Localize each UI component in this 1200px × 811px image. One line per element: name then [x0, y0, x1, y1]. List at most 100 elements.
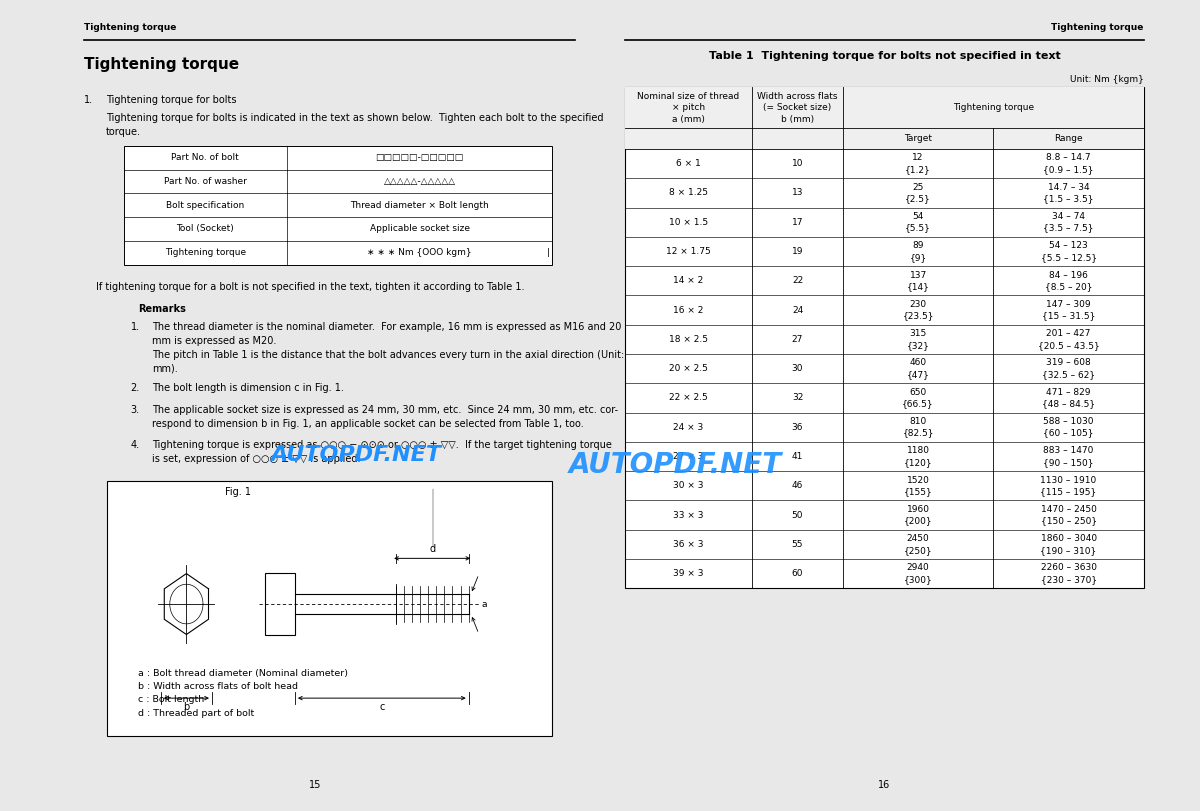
Text: 34 – 74
{3.5 – 7.5}: 34 – 74 {3.5 – 7.5}	[1043, 212, 1094, 233]
Text: Part No. of bolt: Part No. of bolt	[172, 153, 239, 162]
Text: 16: 16	[878, 780, 890, 791]
Text: 14 × 2: 14 × 2	[673, 277, 703, 285]
Text: Tightening torque for bolts is indicated in the text as shown below.  Tighten ea: Tightening torque for bolts is indicated…	[106, 113, 604, 136]
Text: Tool (Socket): Tool (Socket)	[176, 225, 234, 234]
Text: Width across flats
(= Socket size)
b (mm): Width across flats (= Socket size) b (mm…	[757, 92, 838, 124]
Text: Applicable socket size: Applicable socket size	[370, 225, 469, 234]
Text: 2940
{300}: 2940 {300}	[904, 564, 932, 584]
Text: 46: 46	[792, 482, 803, 491]
Text: Table 1  Tightening torque for bolts not specified in text: Table 1 Tightening torque for bolts not …	[708, 51, 1061, 61]
Text: 54
{5.5}: 54 {5.5}	[905, 212, 931, 233]
Text: 2260 – 3630
{230 – 370}: 2260 – 3630 {230 – 370}	[1040, 564, 1097, 584]
Text: Nominal size of thread
× pitch
a (mm): Nominal size of thread × pitch a (mm)	[637, 92, 739, 124]
Text: Tightening torque: Tightening torque	[164, 248, 246, 257]
Text: 1520
{155}: 1520 {155}	[904, 475, 932, 496]
Bar	[107, 481, 552, 736]
Bar	[264, 573, 295, 635]
Text: The applicable socket size is expressed as 24 mm, 30 mm, etc.  Since 24 mm, 30 m: The applicable socket size is expressed …	[152, 405, 618, 429]
Text: 319 – 608
{32.5 – 62}: 319 – 608 {32.5 – 62}	[1042, 358, 1096, 379]
Text: 30: 30	[792, 364, 803, 373]
Text: |: |	[547, 248, 550, 257]
Text: 883 – 1470
{90 – 150}: 883 – 1470 {90 – 150}	[1043, 446, 1094, 467]
Text: 22: 22	[792, 277, 803, 285]
Text: 315
{32}: 315 {32}	[907, 329, 930, 350]
Text: b: b	[184, 702, 190, 712]
Text: 2.: 2.	[131, 384, 140, 393]
Text: 8.8 – 14.7
{0.9 – 1.5}: 8.8 – 14.7 {0.9 – 1.5}	[1043, 153, 1094, 174]
Text: □□□□□-□□□□□: □□□□□-□□□□□	[376, 153, 463, 162]
Text: 41: 41	[792, 452, 803, 461]
Text: 27: 27	[792, 335, 803, 344]
Bar	[625, 88, 1144, 588]
Text: If tightening torque for a bolt is not specified in the text, tighten it accordi: If tightening torque for a bolt is not s…	[96, 282, 524, 292]
Text: 1.: 1.	[84, 95, 94, 105]
Text: 50: 50	[792, 511, 803, 520]
Text: 30 × 3: 30 × 3	[673, 482, 703, 491]
Text: 2450
{250}: 2450 {250}	[904, 534, 932, 555]
Text: 22 × 2.5: 22 × 2.5	[670, 393, 708, 402]
Text: Bolt specification: Bolt specification	[166, 201, 245, 210]
Text: The thread diameter is the nominal diameter.  For example, 16 mm is expressed as: The thread diameter is the nominal diame…	[152, 322, 624, 374]
Text: 89
{9}: 89 {9}	[910, 242, 926, 262]
Text: Tightening torque: Tightening torque	[1051, 23, 1144, 32]
Text: 32: 32	[792, 393, 803, 402]
Text: 4.: 4.	[131, 440, 139, 449]
Text: c: c	[379, 702, 384, 712]
Text: AUTOPDF.NET: AUTOPDF.NET	[569, 451, 781, 478]
Text: 471 – 829
{48 – 84.5}: 471 – 829 {48 – 84.5}	[1042, 388, 1096, 408]
Text: Tightening torque is expressed as ○○○ − ⊙⊙⊙ or ○○○ ± ▽▽.  If the target tighteni: Tightening torque is expressed as ○○○ − …	[152, 440, 612, 464]
Text: Target: Target	[904, 135, 932, 144]
Text: 650
{66.5}: 650 {66.5}	[902, 388, 934, 408]
Text: The bolt length is dimension c in Fig. 1.: The bolt length is dimension c in Fig. 1…	[152, 384, 344, 393]
Text: 1860 – 3040
{190 – 310}: 1860 – 3040 {190 – 310}	[1040, 534, 1097, 555]
Bar	[124, 146, 552, 264]
Text: a : Bolt thread diameter (Nominal diameter)
b : Width across flats of bolt head
: a : Bolt thread diameter (Nominal diamet…	[138, 669, 348, 718]
Bar	[625, 128, 1144, 149]
Text: 201 – 427
{20.5 – 43.5}: 201 – 427 {20.5 – 43.5}	[1038, 329, 1099, 350]
Text: 147 – 309
{15 – 31.5}: 147 – 309 {15 – 31.5}	[1042, 300, 1096, 320]
Text: 24 × 3: 24 × 3	[673, 423, 703, 431]
Text: Part No. of washer: Part No. of washer	[164, 177, 247, 186]
Text: Unit: Nm {kgm}: Unit: Nm {kgm}	[1070, 75, 1144, 84]
Text: 10 × 1.5: 10 × 1.5	[668, 218, 708, 227]
Text: 137
{14}: 137 {14}	[907, 271, 930, 291]
Text: 84 – 196
{8.5 – 20}: 84 – 196 {8.5 – 20}	[1045, 271, 1092, 291]
Text: AUTOPDF.NET: AUTOPDF.NET	[270, 444, 442, 465]
Text: d: d	[430, 543, 436, 554]
Text: 36: 36	[792, 423, 803, 431]
Text: 60: 60	[792, 569, 803, 578]
Text: 36 × 3: 36 × 3	[673, 540, 703, 549]
Text: 16 × 2: 16 × 2	[673, 306, 703, 315]
Text: Thread diameter × Bolt length: Thread diameter × Bolt length	[350, 201, 488, 210]
Text: 33 × 3: 33 × 3	[673, 511, 703, 520]
Text: 1130 – 1910
{115 – 195}: 1130 – 1910 {115 – 195}	[1040, 475, 1097, 496]
Text: 1470 – 2450
{150 – 250}: 1470 – 2450 {150 – 250}	[1040, 505, 1097, 526]
Text: Range: Range	[1055, 135, 1082, 144]
Text: Fig. 1: Fig. 1	[226, 487, 251, 497]
Text: 6 × 1: 6 × 1	[676, 159, 701, 168]
Text: 230
{23.5}: 230 {23.5}	[902, 300, 934, 320]
Text: 15: 15	[310, 780, 322, 791]
Text: Tightening torque for bolts: Tightening torque for bolts	[106, 95, 236, 105]
Text: Tightening torque: Tightening torque	[84, 58, 240, 72]
Text: 3.: 3.	[131, 405, 139, 414]
Text: 39 × 3: 39 × 3	[673, 569, 703, 578]
Text: Tightening torque: Tightening torque	[84, 23, 176, 32]
Text: 54 – 123
{5.5 – 12.5}: 54 – 123 {5.5 – 12.5}	[1040, 242, 1097, 262]
Text: Remarks: Remarks	[138, 304, 186, 314]
Text: 55: 55	[792, 540, 803, 549]
Text: 1.: 1.	[131, 322, 139, 332]
Text: 24: 24	[792, 306, 803, 315]
Text: 810
{82.5}: 810 {82.5}	[902, 417, 934, 437]
Text: 1960
{200}: 1960 {200}	[904, 505, 932, 526]
Text: 19: 19	[792, 247, 803, 256]
Text: 14.7 – 34
{1.5 – 3.5}: 14.7 – 34 {1.5 – 3.5}	[1043, 182, 1094, 204]
Text: 20 × 2.5: 20 × 2.5	[670, 364, 708, 373]
Bar	[625, 88, 1144, 128]
Text: a: a	[481, 599, 486, 608]
Text: 25
{2.5}: 25 {2.5}	[905, 182, 931, 204]
Text: 460
{47}: 460 {47}	[907, 358, 930, 379]
Text: 13: 13	[792, 188, 803, 197]
Text: 10: 10	[792, 159, 803, 168]
Text: 12 × 1.75: 12 × 1.75	[666, 247, 710, 256]
